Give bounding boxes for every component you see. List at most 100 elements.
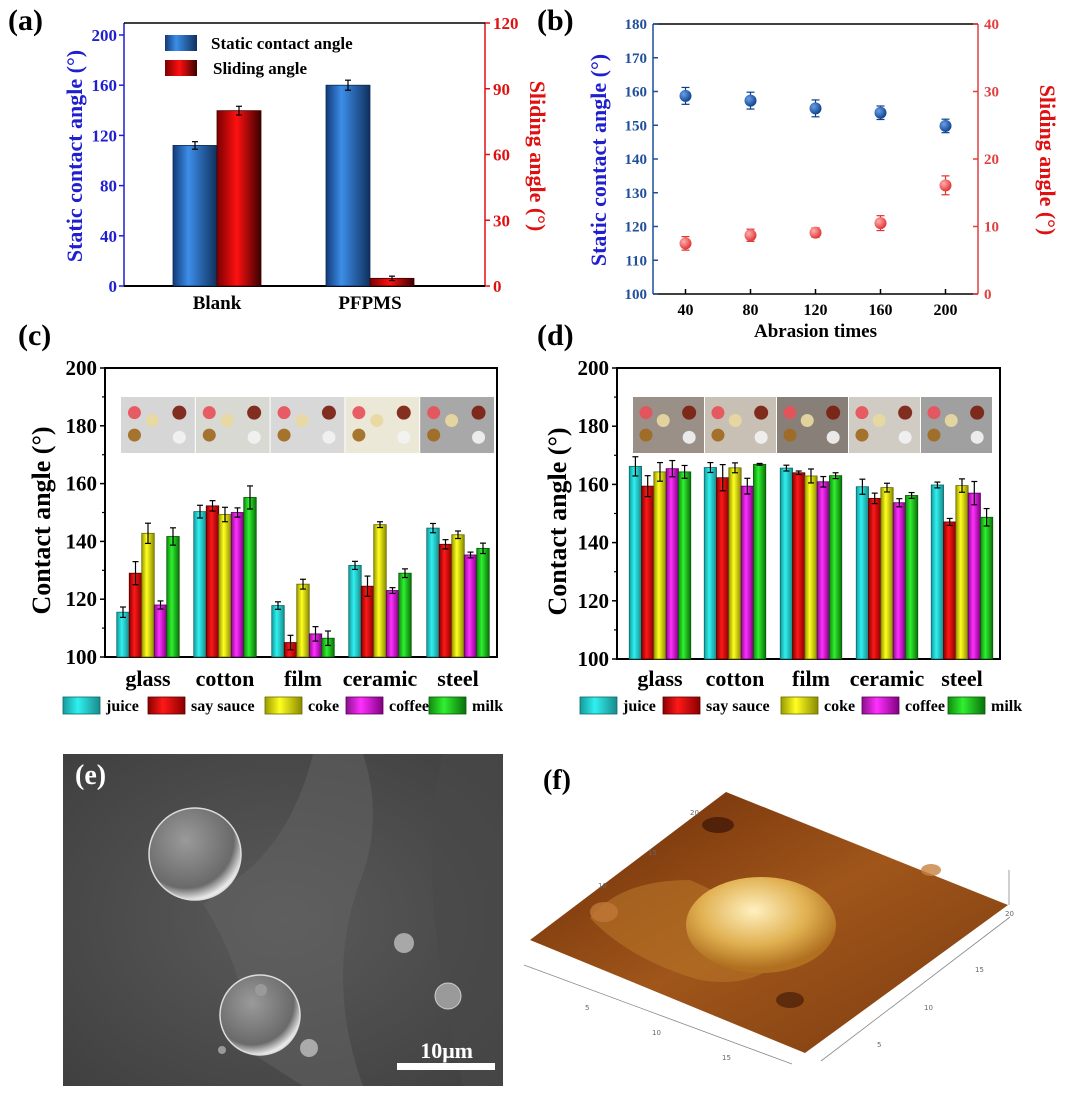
- bar-juice-cotton: [193, 511, 207, 658]
- droplet: [639, 428, 653, 442]
- y-tick-label: 140: [625, 152, 648, 168]
- droplet: [944, 414, 958, 428]
- legend-label-coffee: coffee: [905, 698, 945, 715]
- bar-milk-steel: [476, 547, 490, 658]
- inset-photo-glass: [121, 397, 195, 453]
- y-tick-label: 120: [66, 587, 98, 611]
- droplet: [682, 430, 696, 444]
- legend-label-juice: juice: [622, 698, 656, 715]
- bar-say-sauce-steel: [438, 543, 453, 658]
- inset-photo-glass: [633, 397, 704, 453]
- legend-label-coffee: coffee: [389, 698, 429, 715]
- droplet: [277, 428, 291, 442]
- legend-swatch-coffee: [861, 696, 900, 715]
- bar-milk-glass: [166, 536, 180, 658]
- legend-swatch-sliding: [165, 60, 197, 76]
- legend-swatch-say-sauce: [147, 696, 186, 715]
- bar-milk-cotton: [243, 497, 257, 658]
- y-tick-label: 120: [578, 589, 610, 613]
- droplet: [352, 428, 366, 442]
- panel-c: (c) 100 120 140 160 180 200 Contact angle (°) gl…: [18, 319, 503, 715]
- droplet: [682, 405, 697, 420]
- panel-label: (a): [8, 4, 43, 37]
- y-tick-label: 100: [66, 645, 98, 669]
- afm-tick-label: 10: [598, 882, 607, 890]
- bar-coke-steel: [955, 485, 969, 660]
- bar-milk-ceramic: [905, 495, 919, 660]
- panel-e-label: (e): [75, 760, 107, 791]
- droplet: [855, 406, 869, 420]
- y-tick-label: 160: [578, 472, 610, 496]
- droplet: [826, 430, 840, 444]
- x-tick-label: film: [284, 666, 322, 691]
- droplet: [321, 405, 336, 420]
- droplet: [783, 428, 797, 442]
- bar-say-sauce-film: [792, 472, 806, 660]
- droplet: [728, 414, 742, 428]
- legend-label-coke: coke: [308, 698, 339, 715]
- panel-b: (b) 100 110 120 130 140 150 160 170 180 0 10 20 30 40 4…: [537, 4, 1060, 342]
- y-axis-title: Static contact angle (°): [62, 50, 87, 262]
- panel-label: (c): [18, 319, 51, 352]
- droplet: [247, 430, 261, 444]
- bar-say-sauce-glass: [641, 485, 655, 660]
- bar-coke-glass: [141, 532, 155, 658]
- x-tick-label: Blank: [193, 293, 242, 314]
- afm-z-tick-label: 20: [1005, 910, 1014, 918]
- y-tick-label: 200: [66, 356, 98, 380]
- droplet: [397, 430, 411, 444]
- droplet: [352, 406, 366, 420]
- bar-juice-glass: [116, 611, 130, 658]
- x-tick-label: 200: [934, 302, 958, 319]
- y-tick-label: 160: [92, 76, 118, 95]
- scale-bar: [397, 1063, 495, 1070]
- point-sliding: [874, 217, 887, 230]
- point-sliding: [679, 237, 692, 250]
- afm-tick-label: 5: [877, 1041, 881, 1049]
- droplet: [370, 414, 384, 428]
- sem-particle: [434, 982, 462, 1010]
- droplet: [145, 414, 159, 428]
- legend-label-juice: juice: [105, 698, 139, 715]
- panel-f-afm: 5 10 15 5 10 15 10 15 20 20: [523, 792, 1014, 1065]
- bar-say-sauce-steel: [943, 521, 957, 660]
- bar-static-Blank: [172, 145, 218, 287]
- legend-swatch-coke: [264, 696, 303, 715]
- bar-juice-cotton: [703, 467, 717, 660]
- y-tick-label: 120: [92, 126, 118, 145]
- bar-coffee-film: [816, 481, 830, 660]
- droplet: [322, 430, 336, 444]
- y2-tick-label: 40: [984, 17, 999, 33]
- droplet: [711, 428, 725, 442]
- afm-tick-label: 10: [924, 1004, 933, 1012]
- afm-y-axis: [820, 916, 1011, 1062]
- droplet: [172, 430, 186, 444]
- bar-milk-glass: [678, 471, 692, 660]
- droplet: [445, 414, 459, 428]
- inset-photo-steel: [921, 397, 992, 453]
- y-axis-title: Static contact angle (°): [586, 54, 611, 266]
- afm-tick-label: 5: [585, 1004, 589, 1012]
- x-tick-label: 160: [869, 302, 893, 319]
- bar-coke-cotton: [218, 514, 232, 658]
- droplet: [754, 430, 768, 444]
- y2-tick-label: 0: [984, 287, 992, 303]
- y-tick-label: 100: [625, 287, 648, 303]
- y-tick-label: 140: [66, 529, 98, 553]
- panel-d: (d) 100 120 140 160 180 200 Contact angle (°) gl…: [537, 319, 1022, 715]
- sem-particle: [394, 933, 414, 953]
- droplet: [783, 406, 797, 420]
- afm-tick-label: 15: [722, 1054, 731, 1062]
- y-tick-label: 180: [625, 17, 648, 33]
- bar-static-PFPMS: [325, 84, 371, 287]
- bar-milk-steel: [980, 516, 994, 660]
- x-tick-label: glass: [125, 666, 171, 691]
- inset-photo-ceramic: [849, 397, 920, 453]
- afm-tick-label: 15: [648, 849, 657, 857]
- sem-particle: [218, 1046, 226, 1054]
- droplet: [202, 406, 216, 420]
- x-tick-label: steel: [941, 666, 983, 691]
- inset-photo-film: [270, 397, 345, 453]
- panel-f-label: (f): [543, 765, 571, 796]
